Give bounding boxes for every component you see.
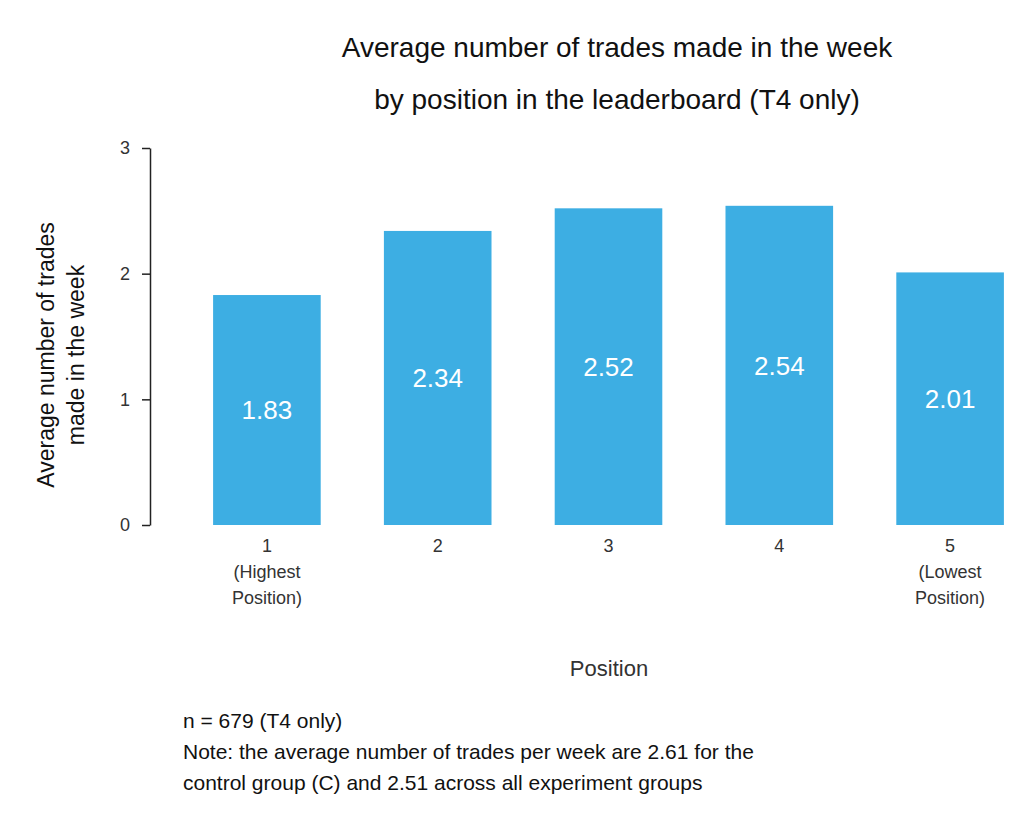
chart: Average number of trades made in the wee… — [0, 0, 1019, 822]
bar — [213, 295, 321, 525]
y-tick-mark — [142, 273, 150, 275]
x-tick-label: 1 (Highest Position) — [232, 536, 302, 608]
x-tick: 3 — [603, 525, 613, 556]
x-tick-label-line: 3 — [603, 536, 613, 556]
x-tick-label: 3 — [603, 536, 613, 556]
bar — [384, 231, 492, 525]
bar — [555, 208, 663, 525]
x-tick: 2 — [433, 525, 443, 556]
x-tick-label-line: Position) — [915, 588, 985, 608]
y-tick-mark — [142, 399, 150, 401]
annotation: Note: the average number of trades per w… — [183, 740, 754, 763]
x-tick-label-line: (Lowest — [919, 562, 982, 582]
bar — [725, 206, 833, 525]
y-axis-line — [150, 149, 152, 526]
x-axis-title: Position — [570, 656, 648, 681]
x-tick: 5 (Lowest Position) — [915, 525, 985, 608]
bars — [213, 206, 1004, 525]
y-tick: 0 — [120, 515, 150, 535]
x-tick-label-line: 5 — [945, 536, 955, 556]
data-labels: 1.83 2.34 2.52 2.54 2.01 — [242, 351, 976, 426]
x-tick-label-line: (Highest — [233, 562, 300, 582]
x-tick-label-line: 4 — [774, 536, 784, 556]
y-tick-mark — [142, 148, 150, 150]
y-axis-title: made in the week — [63, 264, 89, 445]
y-tick: 3 — [120, 138, 150, 158]
y-axis-title: Average number of trades — [33, 222, 59, 488]
title: by position in the leaderboard (T4 only) — [374, 84, 860, 115]
title: Average number of trades made in the wee… — [342, 32, 893, 63]
bar — [896, 272, 1004, 525]
x-tick-label-line: 2 — [433, 536, 443, 556]
y-tick-label: 1 — [120, 390, 130, 410]
x-tick-label-line: 1 — [262, 536, 272, 556]
y-axis: 0 1 2 3 — [120, 138, 151, 535]
x-axis: 1 (Highest Position) 2 3 4 5 (Lowest Position) — [182, 525, 1019, 608]
data-label: 2.34 — [412, 363, 463, 393]
x-tick-label-line: Position) — [232, 588, 302, 608]
y-tick-label: 3 — [120, 138, 130, 158]
y-tick: 2 — [120, 264, 150, 284]
y-tick-mark — [142, 525, 150, 527]
data-label: 1.83 — [242, 395, 293, 425]
y-tick-label: 2 — [120, 264, 130, 284]
x-tick-label: 5 (Lowest Position) — [915, 536, 985, 608]
annotation: control group (C) and 2.51 across all ex… — [183, 771, 702, 794]
x-tick: 4 — [774, 525, 784, 556]
data-label: 2.52 — [583, 352, 634, 382]
x-tick-label: 4 — [774, 536, 784, 556]
data-label: 2.01 — [925, 384, 976, 414]
y-tick: 1 — [120, 390, 150, 410]
x-tick: 1 (Highest Position) — [232, 525, 302, 608]
y-tick-label: 0 — [120, 515, 130, 535]
data-label: 2.54 — [754, 351, 805, 381]
x-axis-line — [182, 525, 1019, 526]
x-tick-label: 2 — [433, 536, 443, 556]
annotation: n = 679 (T4 only) — [183, 709, 342, 732]
